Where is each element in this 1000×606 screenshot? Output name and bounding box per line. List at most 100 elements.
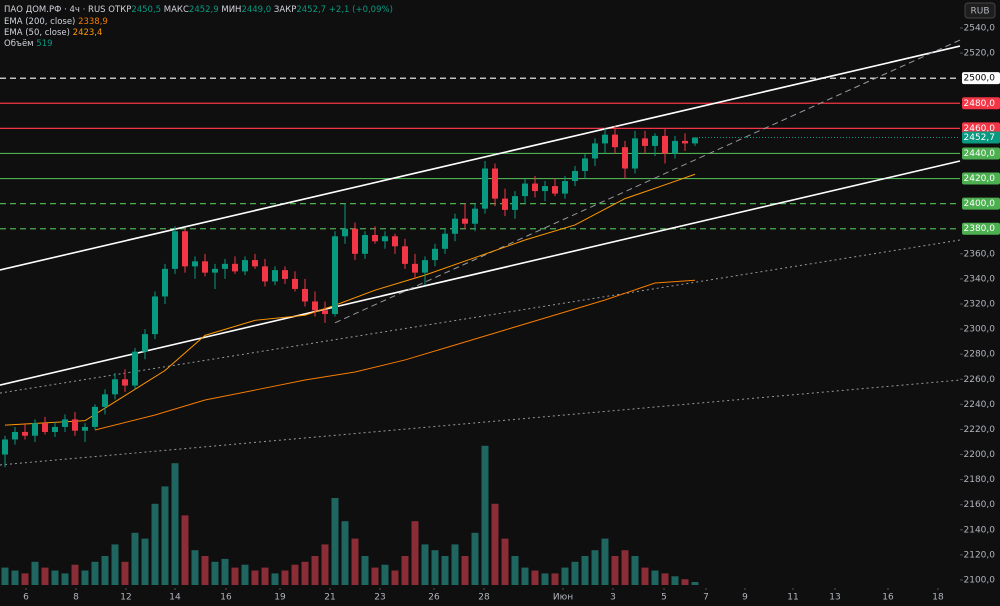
level-tag [962,147,1000,160]
candle-body [512,196,518,210]
candle-body [412,263,418,273]
candle-body [32,423,38,436]
x-tick-label: 16 [220,593,232,603]
y-tick-label: 2540,0 [964,24,996,34]
candle-body [122,379,128,386]
candle-body [42,423,48,432]
volume-bar [251,570,259,585]
y-tick-label: 2240,0 [964,400,996,410]
y-tick-label: 2120,0 [964,550,996,560]
volume-bar [581,556,589,585]
last-price-tag [962,131,1000,144]
y-tick-label: 2220,0 [964,425,996,435]
x-tick-label: 5 [661,593,667,603]
candle-body [562,181,568,194]
volume-bar [121,561,129,585]
candle-body [172,231,178,269]
candle-body [472,208,478,224]
volume-bar [601,538,609,585]
y-tick-label: 2100,0 [964,576,996,586]
candle-body [362,235,368,254]
y-tick-label: 2300,0 [964,325,996,335]
candle-body [272,270,278,282]
x-tick-label: 3 [610,593,616,603]
stat-label: МАКС [164,5,189,15]
legend-entry: EMA (50, close) 2423,4 [4,28,102,38]
volume-bar [331,498,339,585]
y-tick-label: 2160,0 [964,500,996,510]
x-tick-label: 11 [787,593,798,603]
y-tick-label: 2280,0 [964,350,996,360]
volume-bar [631,556,639,585]
level-tag [962,72,1000,85]
legend-value: 519 [36,39,52,49]
candle-body [112,379,118,395]
x-tick-label: Июн [553,593,573,603]
legend-entry: Объём 519 [4,39,53,49]
volume-bar [461,556,469,585]
y-tick-label: 2320,0 [964,300,996,310]
volume-bar [131,532,139,585]
ema-line [4,173,696,426]
volume-bar [41,567,49,585]
level-tag [962,222,1000,235]
volume-bar [281,570,289,585]
volume-bar [661,573,669,585]
candle-body [142,334,148,352]
ema-line [94,279,696,431]
volume-bar [421,544,429,585]
header-line: ПАО ДОМ.РФ · 4ч · RUS ОТКР2450,5 МАКС245… [4,5,393,15]
stat-value: 2450,5 [131,5,161,15]
candle-body [492,168,498,199]
volume-bar [361,556,369,585]
candle-body [422,260,428,273]
candle-body [432,248,438,261]
candle-body [452,218,458,234]
volume-bar [51,570,59,585]
legend-name: EMA (50, close) [4,28,70,38]
x-tick-label: 9 [742,593,748,603]
x-tick-label: 8 [73,593,79,603]
volume-bar [391,570,399,585]
volume-bar [311,556,319,585]
volume-bar [341,521,349,585]
x-tick-label: 14 [169,593,181,603]
y-tick-label: 2180,0 [964,475,996,485]
candle-body [592,143,598,159]
candle-body [532,183,538,192]
volume-bar [671,576,679,585]
candle-body [132,351,138,386]
volume-bar [541,573,549,585]
volume-bar [371,567,379,585]
candle-body [52,426,58,432]
candle-body [12,431,18,440]
candle-body [292,278,298,289]
volume-bar [491,503,499,585]
volume-bar [81,570,89,585]
volume-bar [591,550,599,585]
volume-bar [441,556,449,585]
volume-bar [681,579,689,585]
candle-body [72,419,78,431]
candle-body [152,296,158,335]
candle-body [402,246,408,264]
level-label: 2480,0 [964,99,996,109]
y-tick-label: 2140,0 [964,525,996,535]
level-label: 2420,0 [964,174,996,184]
change: +2,1 (+0,09%) [329,5,393,15]
candle-body [632,138,638,169]
volume-bar [471,532,479,585]
candle-body [502,198,508,210]
x-tick-label: 19 [274,593,286,603]
volume-bar [71,564,79,585]
candle-body [582,158,588,172]
legend-name: Объём [4,39,34,49]
volume-bar [611,556,619,585]
candle-body [672,140,678,154]
volume-bar [231,567,239,585]
volume-bar [291,564,299,585]
candle-body [542,186,548,192]
candle-body [262,266,268,282]
stat-value: 2449,0 [241,5,271,15]
